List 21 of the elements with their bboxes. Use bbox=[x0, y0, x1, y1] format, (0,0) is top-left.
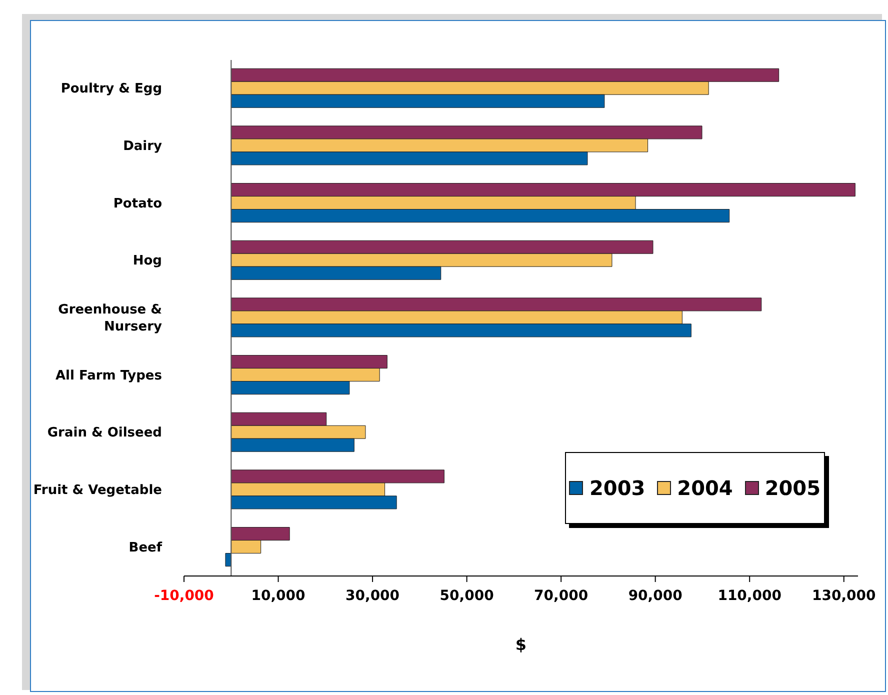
legend-label: 2003 bbox=[588, 476, 646, 500]
legend-label: 2005 bbox=[764, 476, 820, 500]
x-tick-label: 30,000 bbox=[346, 588, 400, 604]
y-tick-label: Poultry & Egg bbox=[60, 81, 162, 96]
y-tick-label: Grain & Oilseed bbox=[47, 425, 162, 440]
y-tick-label: Beef bbox=[128, 540, 162, 555]
x-axis-title: $ bbox=[515, 635, 527, 654]
y-tick-label: Dairy bbox=[123, 138, 163, 154]
x-tick-label: 70,000 bbox=[534, 588, 588, 604]
y-tick-label: Potato bbox=[113, 196, 162, 211]
y-tick-label: Hog bbox=[132, 253, 162, 268]
x-tick-label: 50,000 bbox=[440, 588, 494, 604]
legend-label: 2004 bbox=[676, 476, 733, 500]
y-tick-label: Greenhouse & Nursery bbox=[58, 302, 163, 334]
x-tick-label: -10,000 bbox=[154, 588, 214, 604]
x-tick-label: 110,000 bbox=[718, 588, 782, 604]
x-tick-label: 10,000 bbox=[251, 588, 306, 604]
y-tick-label: All Farm Types bbox=[55, 368, 162, 383]
x-tick-label: 130,000 bbox=[812, 588, 876, 604]
y-tick-label: Fruit & Vegetable bbox=[33, 482, 162, 498]
x-tick-label: 90,000 bbox=[628, 588, 683, 604]
